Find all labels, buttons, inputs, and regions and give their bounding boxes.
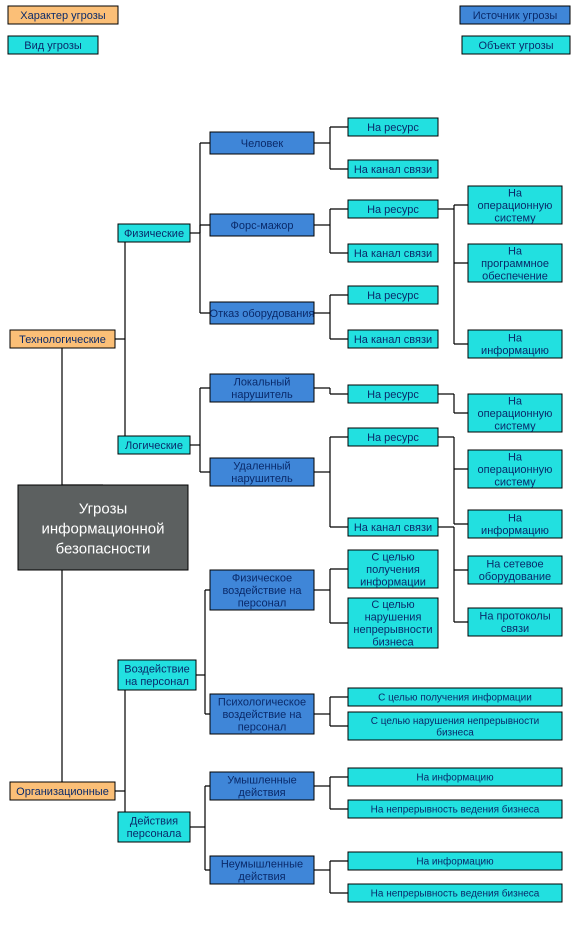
cyan-r_prot-label-0: На протоколы: [479, 611, 550, 623]
blue-psych-label-2: персонал: [238, 721, 287, 733]
orange-org-label: Организационные: [16, 786, 109, 798]
blue-local-label-0: Локальный: [234, 377, 291, 389]
blue-fizvoz-label-2: персонал: [238, 597, 287, 609]
blue-psych-label-0: Психологическое: [218, 696, 306, 708]
diagram-canvas: Характер угрозы Источник угрозы Вид угрозы…: [0, 0, 574, 939]
blue-otkaz-label: Отказ оборудования: [210, 308, 315, 320]
cyan-naKan3-label: На канал связи: [354, 334, 432, 346]
cyan-vozd-label-1: на персонал: [125, 676, 189, 688]
blue-umysh-label-1: действия: [238, 787, 285, 799]
cyan-vozd-label-0: Воздействие: [124, 664, 189, 676]
cyan-r_info-label-1: информацию: [481, 345, 549, 357]
cyan-naRes1-label: На ресурс: [367, 122, 419, 134]
cyan-r_os2-label-2: систему: [494, 420, 536, 432]
cyan-cel2-label-3: бизнеса: [372, 637, 414, 649]
cyan-r_po-label-2: обеспечение: [482, 270, 548, 282]
cyan-deist-label-0: Действия: [130, 816, 178, 828]
cyan-celWide2-label-0: С целью нарушения непрерывности: [371, 716, 540, 727]
cyan-cel1-label-2: информации: [360, 576, 426, 588]
legend-l3-label: Вид угрозы: [24, 40, 82, 52]
blue-fizvoz-label-1: воздействие на: [222, 585, 302, 597]
orange-tech-label: Технологические: [19, 334, 106, 346]
cyan-r_os3-label-2: систему: [494, 476, 536, 488]
cyan-cel2-label-2: непрерывности: [353, 624, 432, 636]
cyan-onNep2-label: На непрерывность ведения бизнеса: [371, 888, 540, 900]
cyan-r_info-label-0: На: [508, 333, 523, 345]
cyan-r_po-label-0: На: [508, 245, 523, 257]
root-label-2: безопасности: [56, 540, 151, 557]
cyan-r_prot-label-1: связи: [501, 623, 529, 635]
blue-psych-label-1: воздействие на: [222, 709, 302, 721]
cyan-naRes4-label: На ресурс: [367, 389, 419, 401]
cyan-r_os2-label-1: операционную: [478, 408, 553, 420]
cyan-r_info2-label-1: информацию: [481, 525, 549, 537]
legend-l2-label: Источник угрозы: [473, 10, 558, 22]
cyan-cel2-label-1: нарушения: [365, 612, 422, 624]
cyan-r_os3-label-1: операционную: [478, 464, 553, 476]
cyan-r_os3-label-0: На: [508, 451, 523, 463]
cyan-phys-label: Физические: [124, 228, 184, 240]
blue-remote-label-0: Удаленный: [233, 461, 290, 473]
blue-umysh-label-0: Умышленные: [227, 775, 297, 787]
cyan-naKan2-label: На канал связи: [354, 248, 432, 260]
cyan-r_net-label-1: оборудование: [479, 571, 551, 583]
root-label-0: Угрозы: [79, 500, 128, 517]
cyan-naRes2-label: На ресурс: [367, 204, 419, 216]
blue-neumysh-label-0: Неумышленные: [221, 859, 303, 871]
legend-l1-label: Характер угрозы: [20, 10, 105, 22]
cyan-r_os1-label-1: операционную: [478, 200, 553, 212]
cyan-r_os1-label-2: систему: [494, 212, 536, 224]
cyan-cel1-label-1: получения: [366, 564, 420, 576]
cyan-onInfo1-label: На информацию: [416, 772, 494, 784]
blue-remote-label-1: нарушитель: [231, 473, 293, 485]
blue-fizvoz-label-0: Физическое: [232, 572, 292, 584]
cyan-celWide2-label-1: бизнеса: [436, 726, 474, 738]
blue-human-label: Человек: [241, 138, 284, 150]
legend-l4-label: Объект угрозы: [478, 40, 553, 52]
cyan-celWide1-label: С целью получения информации: [378, 692, 532, 704]
root-label-1: информационной: [42, 520, 165, 537]
blue-local-label-1: нарушитель: [231, 389, 293, 401]
cyan-r_info2-label-0: На: [508, 513, 523, 525]
cyan-naRes3-label: На ресурс: [367, 290, 419, 302]
blue-force-label: Форс-мажор: [230, 220, 293, 232]
cyan-r_os1-label-0: На: [508, 187, 523, 199]
cyan-onInfo2-label: На информацию: [416, 856, 494, 868]
cyan-naRes5-label: На ресурс: [367, 432, 419, 444]
cyan-r_os2-label-0: На: [508, 395, 523, 407]
blue-neumysh-label-1: действия: [238, 871, 285, 883]
cyan-naKan1-label: На канал связи: [354, 164, 432, 176]
cyan-cel2-label-0: С целью: [371, 599, 414, 611]
cyan-onNep1-label: На непрерывность ведения бизнеса: [371, 804, 540, 816]
cyan-cel1-label-0: С целью: [371, 551, 414, 563]
cyan-deist-label-1: персонала: [127, 828, 183, 840]
cyan-r_po-label-1: программное: [481, 258, 549, 270]
cyan-log-label: Логические: [125, 440, 183, 452]
cyan-r_net-label-0: На сетевое: [486, 559, 543, 571]
cyan-naKan5-label: На канал связи: [354, 522, 432, 534]
